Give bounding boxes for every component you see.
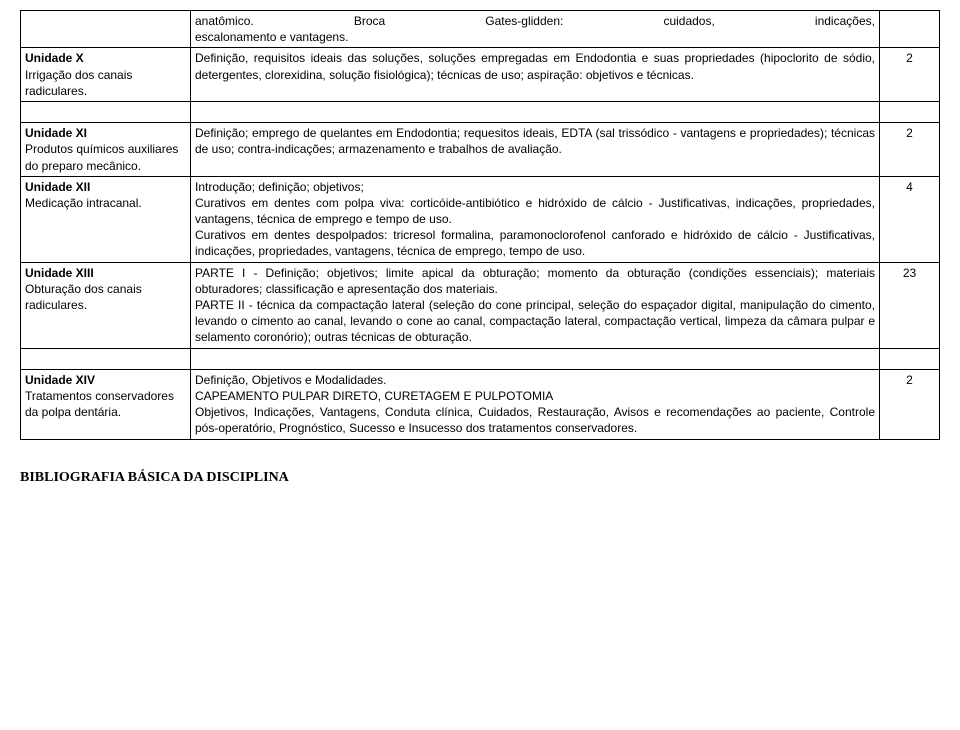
spacer-row	[21, 101, 940, 122]
value-cell	[880, 11, 940, 48]
value-cell: 2	[880, 123, 940, 177]
spacer-cell	[880, 101, 940, 122]
spacer-cell	[21, 101, 191, 122]
spacer-row	[21, 348, 940, 369]
description-cell: Definição; emprego de quelantes em Endod…	[191, 123, 880, 177]
table-row: anatômico.BrocaGates-glidden:cuidados,in…	[21, 11, 940, 48]
value-cell: 2	[880, 48, 940, 102]
table-body: anatômico.BrocaGates-glidden:cuidados,in…	[21, 11, 940, 440]
unit-cell: Unidade XIVTratamentos conservadores da …	[21, 369, 191, 439]
spacer-cell	[191, 101, 880, 122]
value-cell: 2	[880, 369, 940, 439]
description-cell: anatômico.BrocaGates-glidden:cuidados,in…	[191, 11, 880, 48]
description-cell: PARTE I - Definição; objetivos; limite a…	[191, 262, 880, 348]
unit-cell: Unidade X Irrigação dos canais radicular…	[21, 48, 191, 102]
value-cell: 23	[880, 262, 940, 348]
table-row: Unidade XIIMedicação intracanal.Introduç…	[21, 176, 940, 262]
table-row: Unidade X Irrigação dos canais radicular…	[21, 48, 940, 102]
unit-cell: Unidade XIIIObturação dos canais radicul…	[21, 262, 191, 348]
value-cell: 4	[880, 176, 940, 262]
unit-cell: Unidade XI Produtos químicos auxiliares …	[21, 123, 191, 177]
content-table: anatômico.BrocaGates-glidden:cuidados,in…	[20, 10, 940, 440]
footer-title: BIBLIOGRAFIA BÁSICA DA DISCIPLINA	[20, 470, 940, 486]
table-row: Unidade XIIIObturação dos canais radicul…	[21, 262, 940, 348]
description-cell: Introdução; definição; objetivos;Curativ…	[191, 176, 880, 262]
description-cell: Definição, requisitos ideais das soluçõe…	[191, 48, 880, 102]
spacer-cell	[21, 348, 191, 369]
spacer-cell	[880, 348, 940, 369]
description-cell: Definição, Objetivos e Modalidades.CAPEA…	[191, 369, 880, 439]
table-row: Unidade XI Produtos químicos auxiliares …	[21, 123, 940, 177]
unit-cell	[21, 11, 191, 48]
table-row: Unidade XIVTratamentos conservadores da …	[21, 369, 940, 439]
spacer-cell	[191, 348, 880, 369]
unit-cell: Unidade XIIMedicação intracanal.	[21, 176, 191, 262]
